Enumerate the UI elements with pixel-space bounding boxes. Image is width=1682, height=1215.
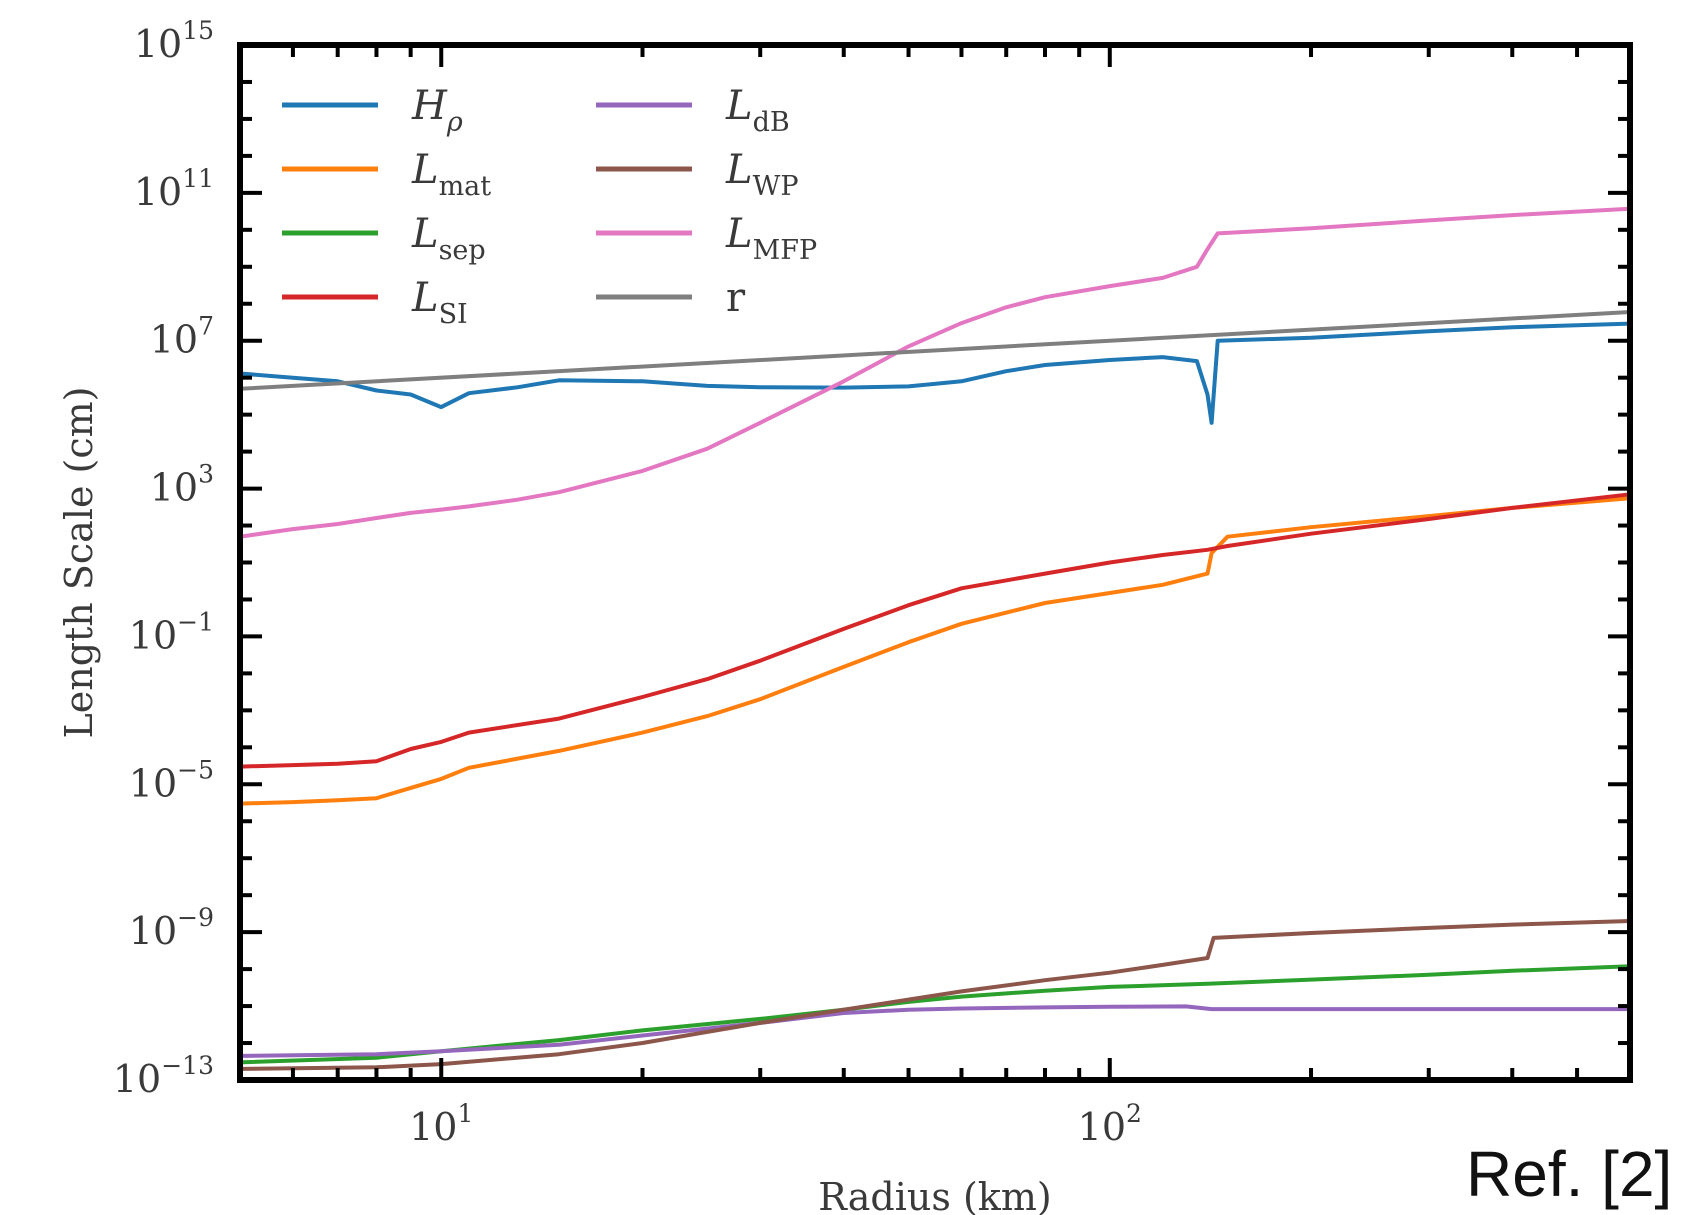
series-line-db [238, 1004, 1632, 1058]
x-tick-label: 102 [1078, 1099, 1142, 1149]
y-tick-label: 10−1 [129, 607, 214, 657]
legend-label: Lsep [411, 211, 486, 266]
series-line-sep [238, 964, 1632, 1065]
legend-label: LMFP [725, 211, 817, 266]
legend-label: r [726, 275, 746, 321]
x-tick-label: 101 [409, 1099, 473, 1149]
x-axis-title: Radius (km) [818, 1175, 1051, 1215]
legend: Hρ Lmat Lsep LSI LdB LWP LMFP r [282, 83, 817, 330]
series-line-mat [238, 496, 1632, 806]
series-line-mfp [238, 206, 1632, 539]
y-tick-label: 103 [150, 460, 214, 510]
legend-label: LSI [411, 275, 468, 330]
y-tick-label: 1015 [134, 16, 214, 66]
y-tick-label: 10−5 [129, 755, 214, 805]
plot-frame [237, 42, 1633, 1083]
y-axis-title: Length Scale (cm) [57, 386, 101, 738]
legend-label: Hρ [411, 83, 463, 138]
legend-label: LWP [725, 147, 798, 202]
series-line-wp [238, 919, 1632, 1071]
series-layer [238, 206, 1632, 1071]
series-line-r [238, 310, 1632, 391]
y-tick-label: 1011 [134, 164, 214, 214]
series-line-ρ [238, 321, 1632, 425]
y-tick-label: 107 [150, 312, 214, 362]
y-tick-label: 10−13 [113, 1051, 214, 1101]
y-tick-labels: 1015 1011 107 103 10−1 10−5 10−9 10−13 [113, 16, 214, 1101]
legend-label: Lmat [411, 147, 491, 202]
series-line-si [238, 492, 1632, 769]
y-tick-label: 10−9 [129, 903, 214, 953]
legend-label: LdB [725, 83, 790, 138]
x-tick-labels: 101 102 [409, 1099, 1142, 1149]
reference-label: Ref. [2] [1466, 1138, 1673, 1210]
